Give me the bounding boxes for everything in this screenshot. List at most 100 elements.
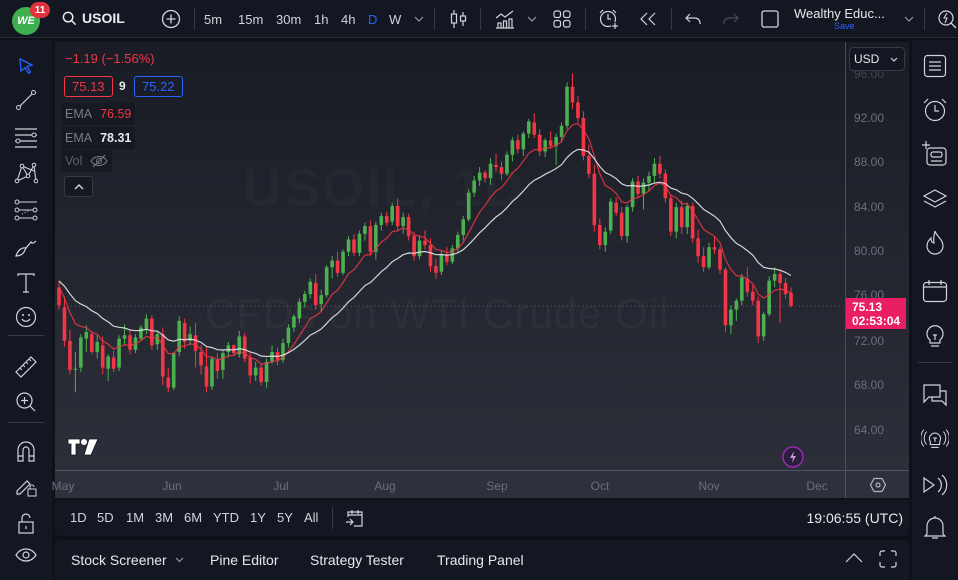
range-1y[interactable]: 1Y (250, 510, 266, 525)
range-1m[interactable]: 1M (126, 510, 145, 525)
streams-button[interactable] (921, 425, 949, 453)
indicators-dropdown[interactable] (526, 9, 538, 29)
indicator-volume[interactable]: Vol (61, 150, 113, 172)
price-axis[interactable]: 96.00 92.00 88.00 84.00 80.00 76.00 72.0… (845, 42, 909, 470)
hide-drawings-tool[interactable] (13, 543, 39, 569)
lock-icon (18, 513, 34, 534)
text-tool[interactable] (13, 270, 39, 296)
chart-pane[interactable]: USOIL, 1D CFDs on WTI Crude Oil −1.19 (−… (55, 42, 845, 470)
chevron-down-icon (175, 557, 184, 563)
undo-button[interactable] (684, 9, 702, 29)
layout-button[interactable] (760, 9, 780, 29)
zoom-tool[interactable] (13, 389, 39, 415)
sell-price-button[interactable]: 75.13 (64, 76, 113, 97)
time-axis[interactable]: May Jun Jul Aug Sep Oct Nov Dec (51, 470, 845, 498)
magnet-tool[interactable] (13, 438, 39, 464)
indicator-value: 76.59 (100, 107, 132, 121)
candlestick-plot[interactable] (55, 42, 845, 470)
lightning-button[interactable] (782, 446, 804, 468)
clock-timezone[interactable]: 19:06:55 (UTC) (806, 510, 903, 526)
brush-tool[interactable] (13, 234, 39, 260)
bottom-panel-tabs: Stock Screener Pine Editor Strategy Test… (55, 540, 909, 580)
tradingview-logo[interactable] (67, 438, 99, 456)
price-tick: 88.00 (854, 155, 885, 169)
replay-button[interactable] (638, 9, 658, 29)
timeframe-15m[interactable]: 15m (238, 11, 264, 27)
tab-stock-screener[interactable]: Stock Screener (71, 552, 184, 568)
zoom-in-icon (16, 392, 36, 412)
alerts-button[interactable] (921, 96, 949, 124)
timeframe-1h[interactable]: 1h (314, 11, 329, 27)
layout-name[interactable]: Wealthy Educ... (794, 6, 885, 21)
tab-pine-editor[interactable]: Pine Editor (210, 552, 279, 568)
timeframe-dropdown[interactable] (412, 9, 426, 29)
divider (434, 8, 435, 30)
object-tree-button[interactable] (921, 185, 949, 213)
tradingview-logo-icon (67, 438, 99, 456)
timeframe-4h[interactable]: 4h (341, 11, 356, 27)
chart-type-button[interactable] (448, 9, 470, 29)
add-symbol-button[interactable] (160, 9, 182, 29)
range-5y[interactable]: 5Y (277, 510, 293, 525)
go-to-date-button[interactable] (345, 508, 365, 528)
currency-selector[interactable]: USD (849, 47, 905, 71)
range-6m[interactable]: 6M (184, 510, 203, 525)
chart-settings-button[interactable] (845, 470, 909, 498)
trendline-tool[interactable] (13, 87, 39, 113)
collapse-legend-button[interactable] (64, 176, 93, 197)
range-3m[interactable]: 3M (155, 510, 174, 525)
pattern-tool[interactable] (13, 160, 39, 186)
timeframe-5m[interactable]: 5m (204, 11, 223, 27)
notifications-button[interactable] (921, 514, 949, 542)
ideas-button[interactable] (921, 322, 949, 350)
create-alert-button[interactable] (598, 9, 620, 30)
broadcast-button[interactable] (921, 471, 949, 499)
chats-button[interactable] (921, 382, 949, 410)
timeframe-w[interactable]: W (389, 11, 402, 27)
tab-strategy-tester[interactable]: Strategy Tester (310, 552, 404, 568)
eye-off-icon[interactable] (90, 154, 109, 168)
calendar-button[interactable] (921, 277, 949, 305)
watchlist-button[interactable] (921, 52, 949, 80)
quick-search-button[interactable] (936, 9, 958, 29)
lock-drawings-tool[interactable] (13, 473, 39, 499)
add-symbol-icon (161, 9, 181, 29)
redo-button[interactable] (722, 9, 740, 29)
timeframe-30m[interactable]: 30m (276, 11, 302, 27)
fib-tool[interactable] (13, 124, 39, 150)
alarm-clock-icon (923, 98, 947, 122)
hotlists-button[interactable] (921, 229, 949, 257)
lock-all-tool[interactable] (13, 510, 39, 536)
add-watchlist-icon (922, 141, 947, 166)
timeframe-d[interactable]: D (368, 11, 378, 27)
currency-label: USD (854, 52, 880, 66)
range-all[interactable]: All (304, 510, 319, 525)
range-5d[interactable]: 5D (97, 510, 114, 525)
indicator-ema-fast[interactable]: EMA 76.59 (61, 103, 136, 125)
measure-tool[interactable] (13, 354, 39, 380)
text-icon (17, 273, 35, 293)
right-sidebar (912, 40, 958, 580)
range-1d[interactable]: 1D (70, 510, 87, 525)
prediction-tool[interactable] (13, 197, 39, 223)
price-change: −1.19 (−1.56%) (65, 51, 155, 66)
cursor-tool[interactable] (13, 53, 39, 79)
magnet-icon (17, 441, 35, 462)
maximize-panel-button[interactable] (879, 550, 897, 568)
templates-button[interactable] (552, 9, 572, 29)
price-tick: 64.00 (854, 423, 885, 437)
expand-panel-button[interactable] (845, 553, 863, 563)
range-ytd[interactable]: YTD (213, 510, 239, 525)
time-tick: May (51, 479, 75, 493)
tab-trading-panel[interactable]: Trading Panel (437, 552, 524, 568)
save-button[interactable]: Save (834, 21, 855, 31)
buy-price-button[interactable]: 75.22 (134, 76, 183, 97)
emoji-tool[interactable] (13, 304, 39, 330)
layout-dropdown[interactable] (903, 9, 915, 29)
add-watchlist-button[interactable] (921, 140, 949, 168)
indicator-ema-slow[interactable]: EMA 78.31 (61, 127, 136, 149)
symbol-search[interactable]: USOIL (62, 10, 125, 26)
divider (8, 335, 44, 336)
indicators-button[interactable] (494, 9, 516, 29)
maximize-icon (879, 550, 897, 568)
